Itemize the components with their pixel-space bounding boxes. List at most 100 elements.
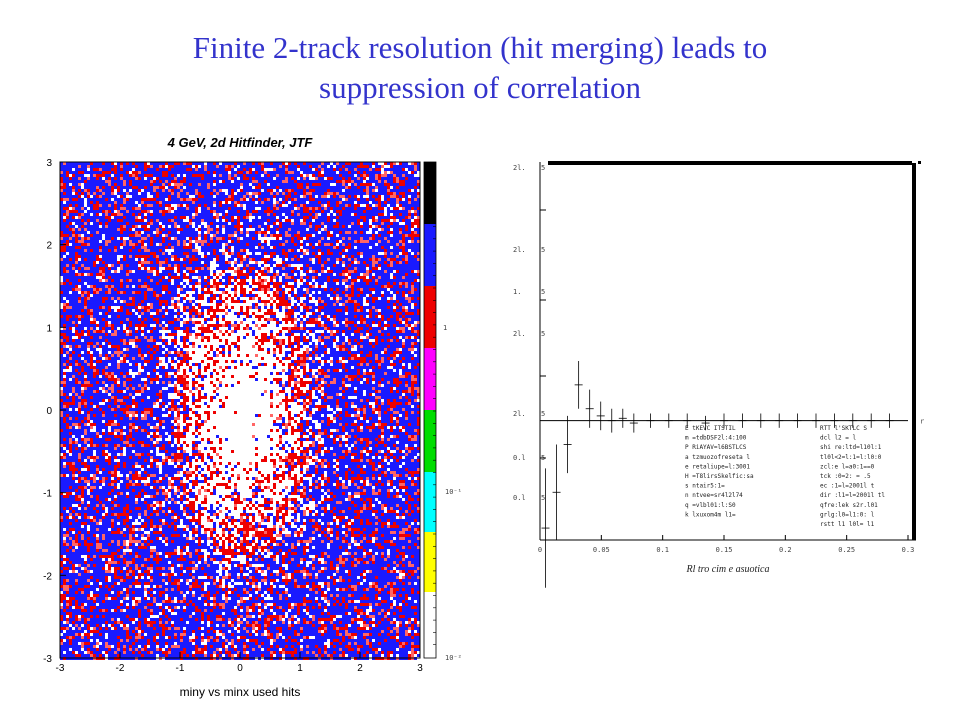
heatmap-ytick-label: 1 [46,323,52,334]
correlation-ytick-label: 5 [541,494,545,502]
stats-right-line: dcl l2 = l [820,435,857,442]
stats-right-line: grlg:l0=l1:0: l [820,511,875,518]
stats-left-line: n ntvee=sr4l2l74 [685,492,743,499]
color-scale-label: 1 [443,324,447,332]
color-scale-segment [424,162,436,224]
correlation-ytick-label: 0.l [513,454,526,462]
stats-left-line: a tzmuozofreseta l [685,454,750,461]
baseline-label: r [920,418,924,426]
color-scale-segment [424,348,436,410]
stats-right-line: shi re:ltd=l10l:1 [820,444,882,451]
color-scale-label: 10⁻¹ [445,488,462,496]
data-point [738,413,747,428]
data-point [830,413,839,428]
color-scale-bar: 1 10⁻¹ 10⁻² [423,161,462,662]
data-point [720,413,728,428]
heatmap-ytick-label: -2 [43,571,52,582]
data-point [756,413,765,428]
color-scale-frame [423,161,437,659]
heatmap-xtick-label: 1 [297,663,303,674]
stats-right-line: tck :0=2: = .5 [820,473,871,480]
heatmap-ytick-label: 0 [46,406,52,417]
stats-left-line: m =tdbDSF2l:4:100 [685,435,747,442]
data-point [629,413,638,433]
data-point [574,361,583,409]
heatmap-xtick-label: -1 [176,663,185,674]
data-point [646,413,655,428]
stats-left-line: H =T8lirsSkelfic:sa [685,473,754,480]
stats-right-line: rstt l1 l0l= l1 [820,521,875,528]
heatmap-xlabel: miny vs minx used hits [179,685,301,699]
stats-right-line: zcl:e l=a0:1==0 [820,463,875,470]
stats-right-line: dir :l1=l=2001l tl [820,492,885,499]
heatmap-xtick-label: 2 [357,663,363,674]
data-point [885,413,894,428]
data-point [596,401,605,431]
color-scale-label: 10⁻² [445,654,462,662]
heatmap-plot: -3 -2 -1 0 1 2 3 3 2 1 0 -1 -2 -3 [43,158,423,674]
color-scale-segment [424,472,436,532]
color-scale-segment [424,410,436,472]
correlation-xlabel: Rl tro cim e asuotica [686,564,770,575]
data-point [867,413,876,428]
stats-left-line: E tKEVC ITSTIL [685,425,736,432]
data-point [701,415,710,431]
color-scale-segment [424,286,436,348]
slide-title-line1: Finite 2-track resolution (hit merging) … [192,30,768,65]
heatmap-xtick-label: -2 [116,663,125,674]
correlation-xtick-label: 0.1 [656,546,669,554]
stats-left-line: k lxuxom4m l1= [685,511,736,518]
stats-left-line: e retaliupe=l:3001 [685,463,750,470]
correlation-ytick-label: 5 [541,330,545,338]
color-scale-segment [424,592,436,658]
data-point [541,468,550,588]
heatmap-cells [60,162,420,660]
correlation-ytick-label: 1. [513,288,521,296]
color-scale-segment [424,224,436,286]
data-point [775,413,784,428]
heatmap-ytick-label: -3 [43,654,52,665]
data-point [607,408,616,433]
correlation-ytick-label: 2l. [513,164,526,172]
stats-right-line: ec :1=l=2001l t [820,483,875,490]
data-point [683,413,692,428]
correlation-ytick-label: 5 [541,164,545,172]
corner-mark [918,161,921,164]
data-point [848,413,857,428]
stats-right-line: tl0l<2=l:1=l:l0:0 [820,454,882,461]
data-point [812,413,820,428]
data-point [618,408,627,428]
correlation-ytick-label: 2l. [513,410,526,418]
stats-left-line: s ntair5:1= [685,483,725,490]
correlation-ytick-label: 5 [541,410,545,418]
stats-right-line: RTT l'SKTLC S [820,425,867,432]
correlation-plot: 2l. 52l. 51. 52l. 52l. 50.l 50.l 5r0 0.05 0.1 0.15… [513,161,924,588]
stats-left-line: P RiAYAV=l6BSTLCS [685,444,747,451]
heatmap-ytick-label: 2 [46,241,52,252]
stats-left-line: q =vlbl01:l:S0 [685,502,736,509]
data-point [793,413,802,428]
slide-title-line2: suppression of correlation [319,70,641,105]
stats-right-line: qfre:lek s2r.l01 [820,502,878,509]
correlation-xtick-label: 0.05 [593,546,610,554]
correlation-ytick-label: 2l. [513,246,526,254]
correlation-ytick-label: 2l. [513,330,526,338]
correlation-ytick-label: 0.l [513,494,526,502]
correlation-xtick-label: 0.3 [902,546,915,554]
heatmap-xtick-label: -3 [56,663,65,674]
heatmap-ytick-label: 3 [46,158,52,169]
correlation-xtick-label: 0.15 [716,546,733,554]
heatmap-title: 4 GeV, 2d Hitfinder, JTF [167,135,313,150]
correlation-ytick-label: 5 [541,246,545,254]
correlation-xtick-label: 0.25 [838,546,855,554]
slide-title: Finite 2-track resolution (hit merging) … [0,28,960,108]
correlation-xtick-label: 0.2 [779,546,792,554]
correlation-ytick-label: 5 [541,288,545,296]
heatmap-xtick-label: 3 [417,663,423,674]
heatmap-xtick-label: 0 [237,663,243,674]
heatmap-ytick-label: -1 [43,489,52,500]
data-point [552,444,561,540]
data-point [585,389,594,428]
data-point [563,415,572,474]
